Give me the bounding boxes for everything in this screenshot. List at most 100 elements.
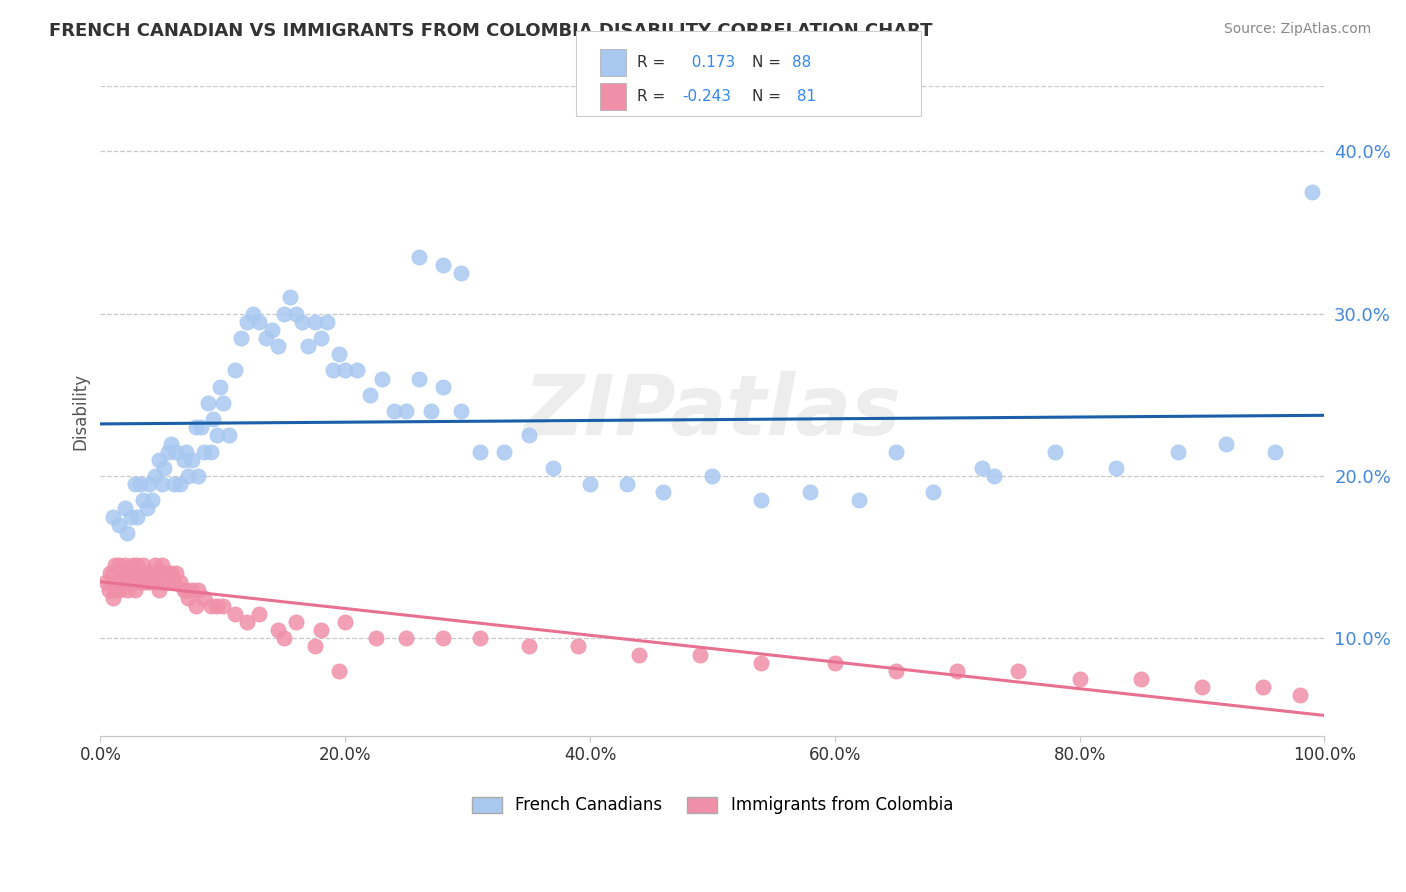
Point [101,509,124,524]
Point [148,582,170,597]
Point [104,582,127,597]
Legend: French Canadians, Immigrants from Colombia: French Canadians, Immigrants from Colomb… [465,789,960,821]
Point [364,632,387,646]
Point [627,648,650,662]
Point [517,640,540,654]
Point [160,436,183,450]
Point [328,347,350,361]
Point [107,558,129,573]
Point [150,477,173,491]
Point [174,582,197,597]
Point [848,493,870,508]
Point [177,469,200,483]
Point [124,477,146,491]
Point [395,404,418,418]
Point [689,648,711,662]
Point [184,599,207,613]
Point [187,582,209,597]
Point [249,607,271,621]
Point [190,420,212,434]
Point [517,428,540,442]
Point [128,574,150,589]
Point [224,607,246,621]
Text: N =: N = [752,55,782,70]
Point [201,412,224,426]
Point [141,566,163,581]
Text: 88: 88 [792,55,811,70]
Point [579,477,602,491]
Point [114,558,136,573]
Point [218,428,240,442]
Point [224,363,246,377]
Point [1301,185,1323,199]
Point [153,461,176,475]
Point [1215,436,1237,450]
Point [408,250,430,264]
Point [110,574,132,589]
Point [328,664,350,678]
Text: 0.173: 0.173 [682,55,735,70]
Text: R =: R = [637,55,665,70]
Point [145,469,167,483]
Point [267,624,290,638]
Point [749,493,772,508]
Point [101,566,124,581]
Point [211,599,233,613]
Point [702,469,724,483]
Point [111,566,134,581]
Point [145,566,167,581]
Point [165,566,187,581]
Point [946,664,969,678]
Point [291,315,314,329]
Point [494,444,516,458]
Point [346,363,368,377]
Point [125,566,148,581]
Point [173,452,195,467]
Point [450,266,472,280]
Point [359,388,381,402]
Point [101,591,124,605]
Point [141,493,163,508]
Point [884,664,907,678]
Text: ZIPatlas: ZIPatlas [523,370,901,451]
Point [304,640,326,654]
Point [333,615,356,629]
Point [153,574,176,589]
Point [157,574,180,589]
Point [921,485,943,500]
Point [273,307,295,321]
Point [156,444,179,458]
Point [107,517,129,532]
Point [104,558,127,573]
Point [160,566,183,581]
Point [132,574,155,589]
Point [156,566,179,581]
Point [450,404,472,418]
Point [132,493,155,508]
Point [97,582,120,597]
Point [419,404,441,418]
Point [229,331,252,345]
Text: Source: ZipAtlas.com: Source: ZipAtlas.com [1223,22,1371,37]
Point [200,599,222,613]
Point [125,558,148,573]
Point [98,566,121,581]
Text: FRENCH CANADIAN VS IMMIGRANTS FROM COLOMBIA DISABILITY CORRELATION CHART: FRENCH CANADIAN VS IMMIGRANTS FROM COLOM… [49,22,932,40]
Point [236,615,259,629]
Point [187,469,209,483]
Text: R =: R = [637,88,665,103]
Point [193,444,215,458]
Point [1166,444,1188,458]
Point [184,420,207,434]
Point [124,582,146,597]
Point [408,371,430,385]
Point [177,591,200,605]
Point [567,640,589,654]
Point [120,574,142,589]
Point [169,477,191,491]
Point [107,582,129,597]
Point [799,485,821,500]
Point [205,599,228,613]
Point [333,363,356,377]
Point [163,574,186,589]
